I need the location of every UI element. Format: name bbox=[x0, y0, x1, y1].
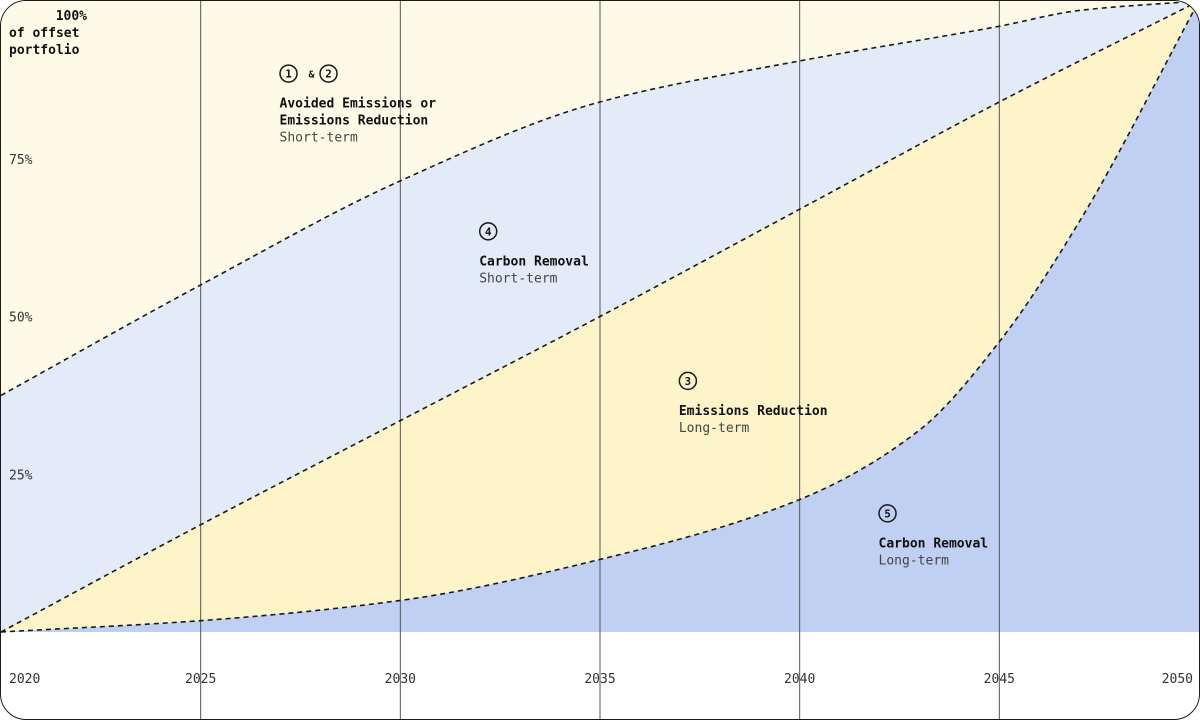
region-annotations: 1 & 2 Avoided Emissions or Emissions Reducti… bbox=[279, 64, 989, 568]
annotation-subtitle: Short-term bbox=[479, 271, 557, 286]
number-badge-circle bbox=[878, 504, 897, 523]
x-tick-label: 2050 bbox=[1162, 672, 1193, 687]
number-badge-text: 4 bbox=[485, 225, 492, 238]
boundary-cr-long-top bbox=[1, 1, 1199, 633]
number-badge-text: 5 bbox=[884, 507, 891, 520]
x-tick-label: 2025 bbox=[185, 672, 216, 687]
number-badge-text: 2 bbox=[325, 68, 332, 81]
boundary-cr-short-top bbox=[1, 1, 1199, 397]
vertical-gridlines bbox=[200, 1, 1000, 719]
x-tick-label: 2040 bbox=[784, 672, 815, 687]
annotation-title: Emissions Reduction bbox=[679, 404, 828, 419]
annotation-carbon-removal-short: 4 Carbon Removal Short-term bbox=[478, 222, 589, 286]
number-badge-text: 1 bbox=[285, 68, 292, 81]
number-badge-circle bbox=[678, 371, 698, 391]
boundary-lines bbox=[1, 1, 1199, 633]
x-tick-label: 2020 bbox=[9, 672, 40, 687]
annotation-subtitle: Long-term bbox=[679, 421, 750, 436]
number-badge-circle bbox=[319, 64, 338, 83]
y-tick-label: 25% bbox=[9, 468, 33, 483]
annotation-title: Carbon Removal bbox=[879, 536, 989, 551]
annotation-title: Emissions Reduction bbox=[280, 114, 429, 129]
annotation-subtitle: Short-term bbox=[280, 131, 358, 146]
x-axis: 2020 2025 2030 2035 2040 2045 2050 bbox=[9, 672, 1193, 687]
number-badge-circle bbox=[279, 64, 298, 83]
region-carbon-removal-long bbox=[1, 1, 1199, 632]
x-tick-label: 2045 bbox=[984, 672, 1015, 687]
boundary-er-long-top bbox=[1, 1, 1199, 633]
x-tick-label: 2030 bbox=[385, 672, 416, 687]
annotation-title: Carbon Removal bbox=[479, 254, 589, 269]
annotation-subtitle: Long-term bbox=[879, 553, 950, 568]
y-axis-title-line: 100% bbox=[56, 9, 87, 24]
y-tick-label: 50% bbox=[9, 311, 33, 326]
badge-joiner: & bbox=[309, 70, 316, 81]
number-badge-circle bbox=[478, 222, 498, 241]
y-tick-label: 75% bbox=[9, 153, 33, 168]
number-badge-text: 3 bbox=[685, 375, 692, 388]
annotation-title: Avoided Emissions or bbox=[280, 97, 437, 112]
y-axis-title-line: portfolio bbox=[9, 43, 80, 58]
x-tick-label: 2035 bbox=[584, 672, 615, 687]
region-avoided-short bbox=[1, 1, 1199, 396]
annotation-carbon-removal-long: 5 Carbon Removal Long-term bbox=[878, 504, 989, 568]
y-axis: 25% 50% 75% 100% of offset portfolio bbox=[9, 9, 87, 483]
annotation-avoided: 1 & 2 Avoided Emissions or Emissions Reducti… bbox=[279, 64, 437, 146]
y-axis-title-line: of offset bbox=[9, 26, 79, 41]
annotation-emissions-reduction-long: 3 Emissions Reduction Long-term bbox=[678, 371, 828, 436]
